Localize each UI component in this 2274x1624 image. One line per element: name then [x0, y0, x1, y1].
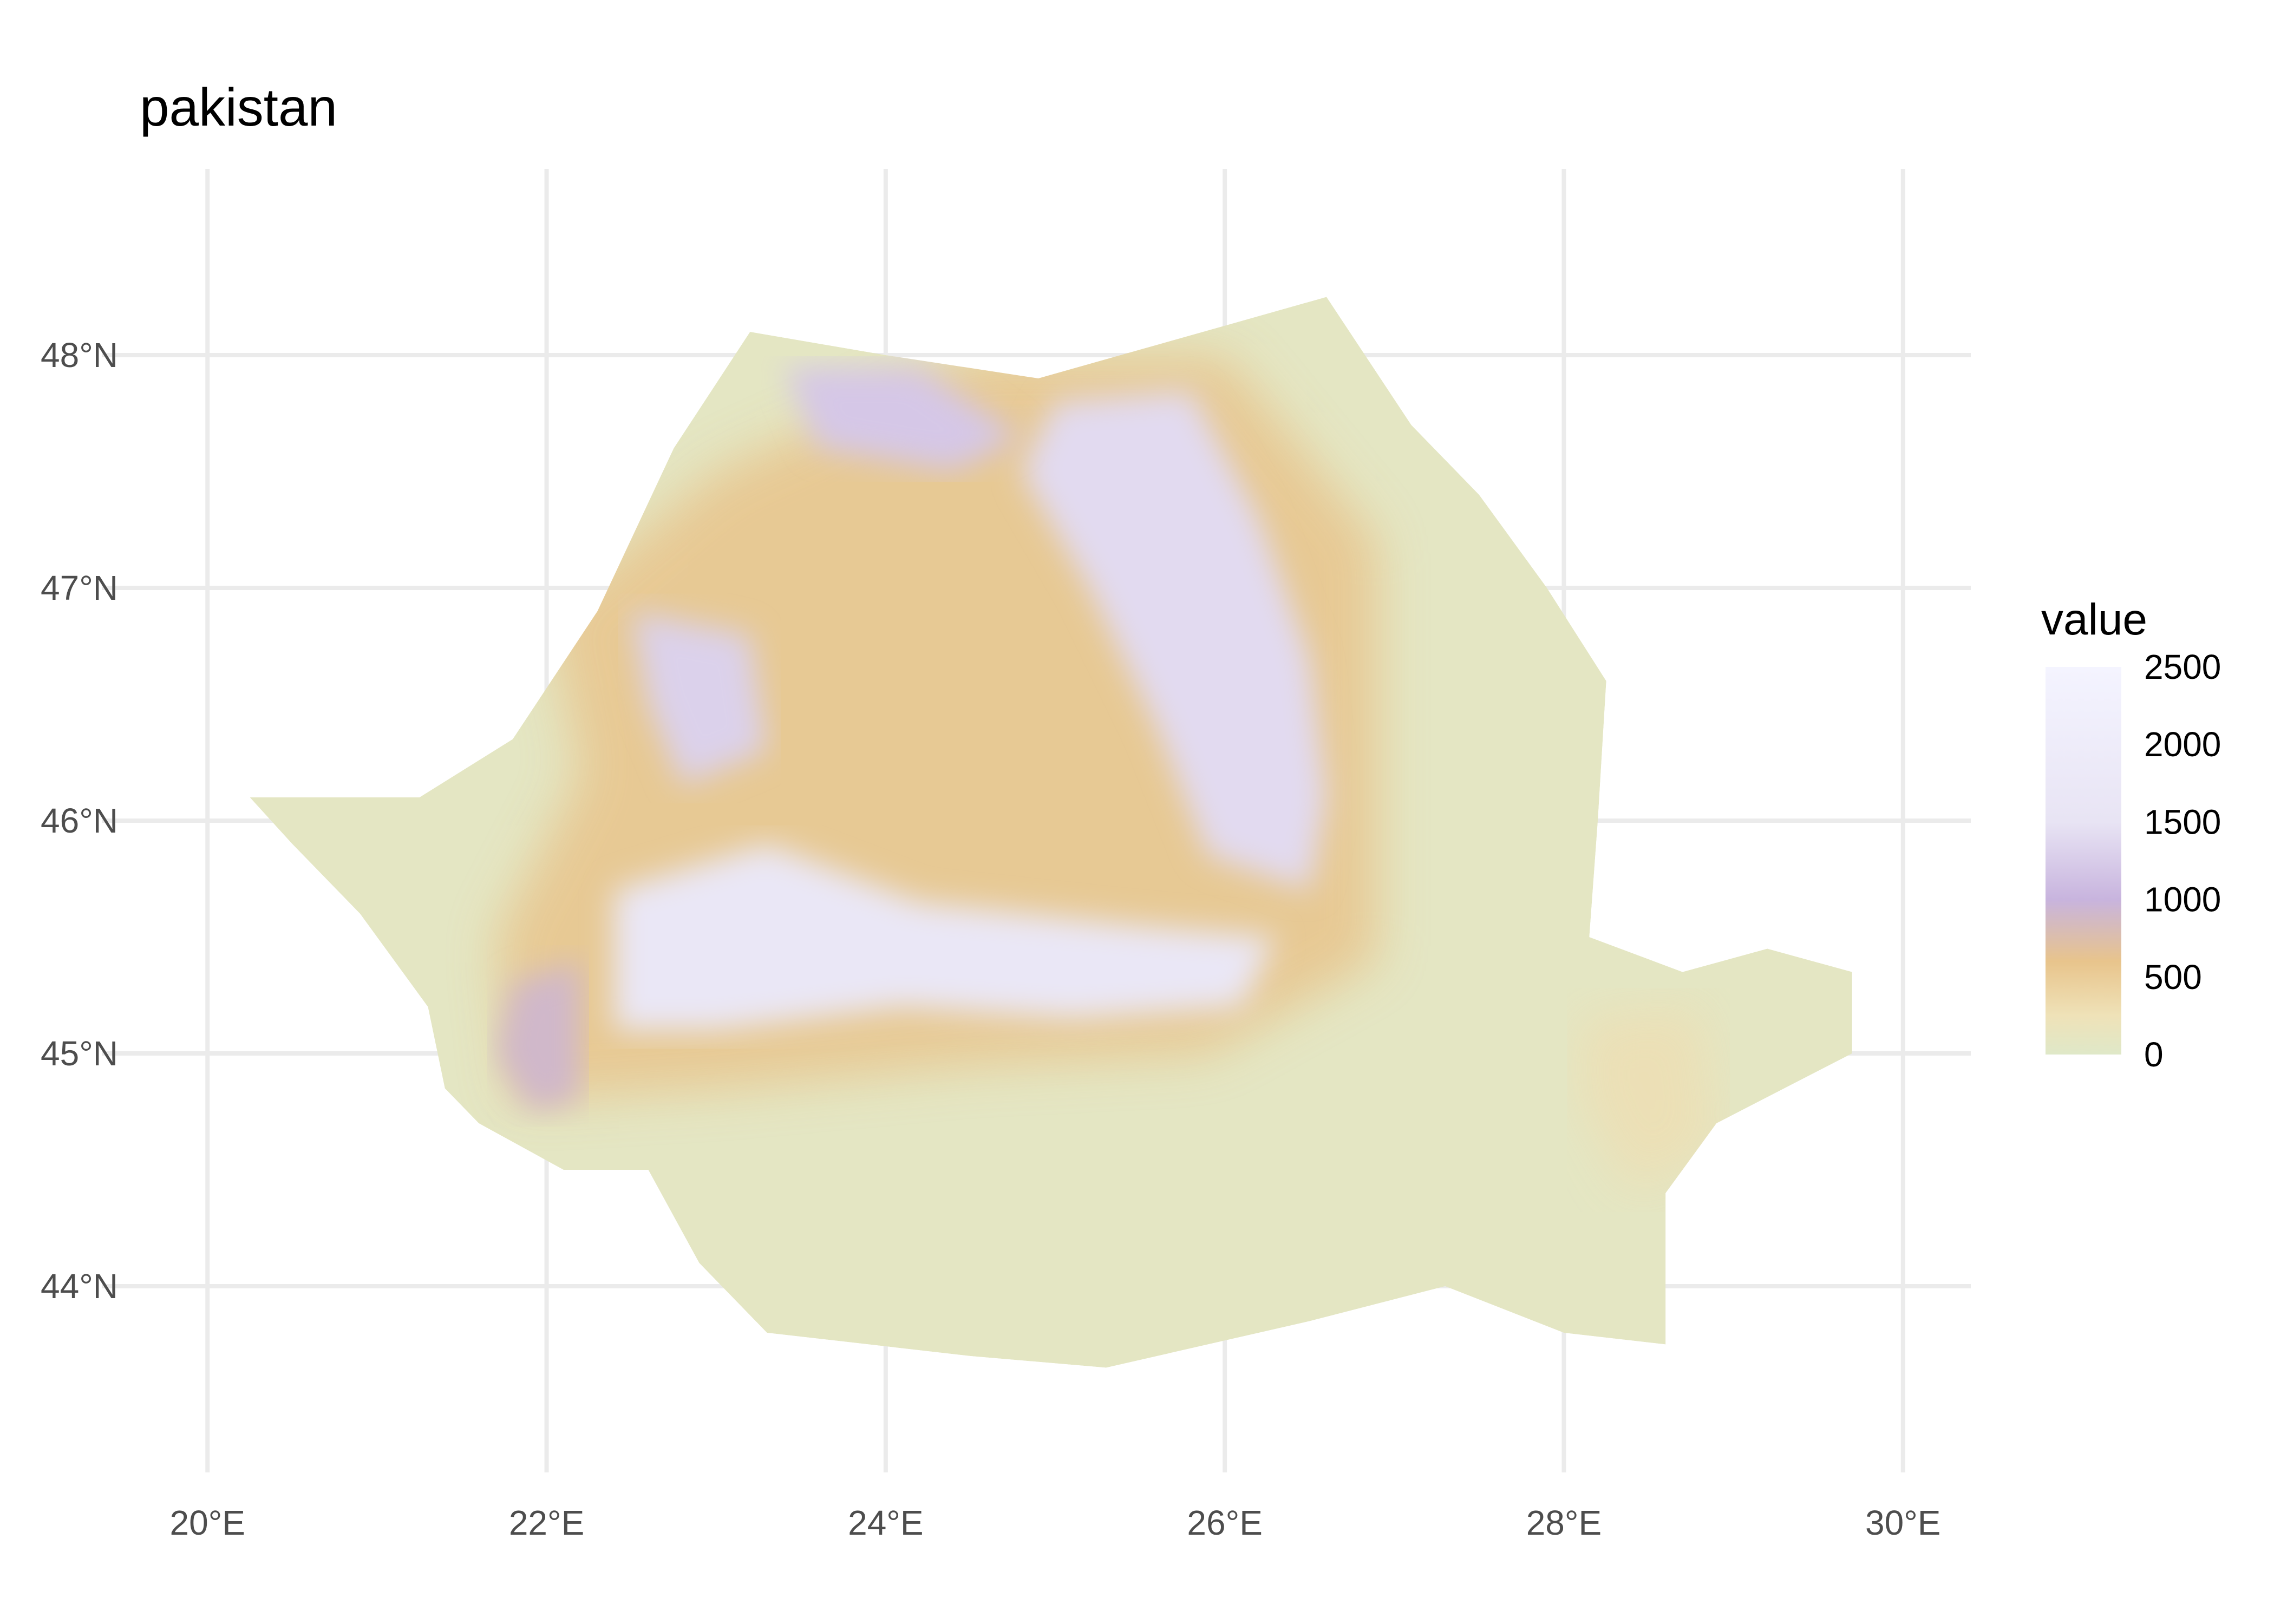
legend-label: 2500 [2144, 647, 2221, 686]
legend-label: 2000 [2144, 725, 2221, 764]
y-tick-label: 46°N [41, 801, 118, 840]
x-tick-label: 30°E [1865, 1503, 1940, 1542]
legend-labels: 2500 2000 1500 1000 500 0 [2144, 647, 2221, 1074]
northern-carpathians-region [784, 366, 1022, 472]
x-tick-label: 28°E [1526, 1503, 1602, 1542]
legend-colorbar [2046, 667, 2121, 1055]
x-axis-tick-labels: 20°E 22°E 24°E 26°E 28°E 30°E [170, 1503, 1941, 1542]
legend-label: 500 [2144, 958, 2202, 997]
y-tick-label: 48°N [41, 336, 118, 375]
legend-label: 1500 [2144, 802, 2221, 841]
banat-mountains-region [495, 960, 581, 1112]
eastern-carpathians-region [1021, 390, 1327, 890]
y-tick-label: 44°N [41, 1267, 118, 1306]
x-tick-label: 26°E [1187, 1503, 1262, 1542]
legend-label: 0 [2144, 1035, 2164, 1074]
elevation-raster [250, 297, 1852, 1368]
dobrogea-hills-region [1580, 1007, 1717, 1193]
color-legend: value 2500 2000 1500 1000 500 0 [2041, 595, 2221, 1074]
x-tick-label: 22°E [509, 1503, 584, 1542]
y-tick-label: 47°N [41, 568, 118, 607]
x-tick-label: 24°E [848, 1503, 923, 1542]
x-tick-label: 20°E [170, 1503, 245, 1542]
apuseni-mountains-region [631, 611, 767, 786]
country-raster [250, 297, 1852, 1368]
y-tick-label: 45°N [41, 1034, 118, 1073]
legend-label: 1000 [2144, 880, 2221, 919]
y-axis-tick-labels: 48°N 47°N 46°N 45°N 44°N [41, 336, 118, 1306]
legend-title: value [2041, 595, 2147, 644]
southern-carpathians-region [614, 844, 1276, 1030]
chart-title: pakistan [140, 77, 337, 137]
